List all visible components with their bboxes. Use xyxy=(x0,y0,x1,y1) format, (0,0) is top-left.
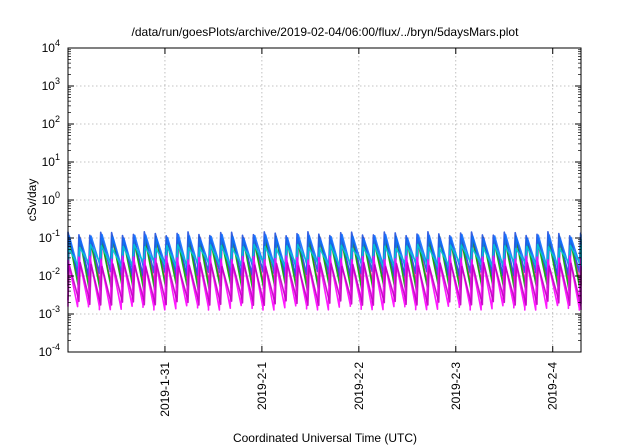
y-tick-label: 100 xyxy=(42,190,60,207)
series-line xyxy=(67,231,582,277)
y-axis-label: cSv/day xyxy=(25,179,39,222)
y-tick-label: 10-3 xyxy=(39,304,60,321)
x-tick-label: 2019-2-2 xyxy=(352,362,366,410)
y-tick-label: 103 xyxy=(42,76,60,93)
y-tick-label: 101 xyxy=(42,152,60,169)
x-axis-label: Coordinated Universal Time (UTC) xyxy=(233,431,417,445)
y-tick-label: 104 xyxy=(42,38,60,55)
series-group xyxy=(67,231,582,311)
x-axis: 2019-1-31 2019-2-1 2019-2-2 2019-2-3 2019-2-… xyxy=(158,48,560,417)
x-tick-label: 2019-2-1 xyxy=(255,362,269,410)
x-tick-label: 2019-1-31 xyxy=(158,362,172,417)
x-tick-label: 2019-2-3 xyxy=(449,362,463,410)
y-axis: 10-4 10-3 10-2 10-1 100 101 102 103 104 xyxy=(39,38,581,359)
y-tick-label: 10-1 xyxy=(39,228,60,245)
chart-title: /data/run/goesPlots/archive/2019-02-04/0… xyxy=(132,25,520,39)
series-line xyxy=(67,261,582,306)
y-tick-label: 10-2 xyxy=(39,266,60,283)
y-tick-label: 10-4 xyxy=(39,342,60,359)
x-tick-label: 2019-2-4 xyxy=(546,362,560,410)
grid xyxy=(68,47,581,353)
y-tick-label: 102 xyxy=(42,114,60,131)
series-line xyxy=(67,255,582,311)
